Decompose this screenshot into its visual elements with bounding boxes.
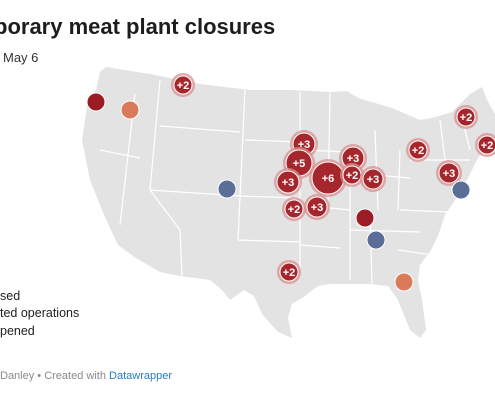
credit-text: Danley • Created with [0,370,110,382]
cluster-count-label: +3 [311,202,324,214]
plant-cluster-marker[interactable]: +3 [360,166,386,192]
plant-cluster-marker[interactable]: +2 [277,260,301,284]
plant-cluster-marker[interactable]: +3 [274,168,302,196]
cluster-count-label: +2 [412,145,425,157]
cluster-count-label: +3 [443,168,456,180]
plant-marker-reopened[interactable] [366,230,386,250]
cluster-count-label: +2 [283,267,296,279]
cluster-count-label: +3 [282,177,295,189]
plant-cluster-marker[interactable]: +3 [436,160,462,186]
cluster-count-label: +5 [293,158,306,170]
legend-item-reopened: pened [0,323,35,338]
plant-cluster-marker[interactable]: +2 [454,105,478,129]
footer-credit: Danley • Created with Datawrapper [0,370,172,382]
cluster-count-label: +3 [347,153,360,165]
cluster-count-label: +3 [367,174,380,186]
plant-cluster-marker[interactable]: +3 [304,194,330,220]
plant-marker-reopened[interactable] [217,179,237,199]
legend: sed ted operations pened [0,287,79,340]
plant-cluster-marker[interactable]: +2 [282,197,306,221]
chart-subtitle: May 6 [3,50,39,65]
cluster-count-label: +6 [322,173,335,185]
legend-item-reduced: ted operations [0,306,80,321]
plant-cluster-marker[interactable]: +2 [406,138,430,162]
plant-cluster-marker[interactable]: +2 [340,163,364,187]
plant-cluster-marker[interactable]: +2 [475,133,495,157]
plant-cluster-marker[interactable]: +2 [171,73,195,97]
plant-marker-closed[interactable] [86,92,106,112]
legend-item-closed: sed [0,288,21,303]
cluster-count-label: +2 [460,112,473,124]
cluster-count-label: +2 [481,140,494,152]
plant-cluster-marker[interactable]: +6 [309,159,347,197]
cluster-count-label: +2 [288,204,301,216]
plant-marker-closed[interactable] [355,208,375,228]
cluster-count-label: +2 [177,80,190,92]
datawrapper-link[interactable]: Datawrapper [109,370,172,382]
chart-title: porary meat plant closures [0,14,276,39]
plant-marker-reduced[interactable] [120,100,140,120]
plant-marker-reduced[interactable] [394,272,414,292]
plant-marker-reopened[interactable] [451,180,471,200]
cluster-count-label: +2 [346,170,359,182]
